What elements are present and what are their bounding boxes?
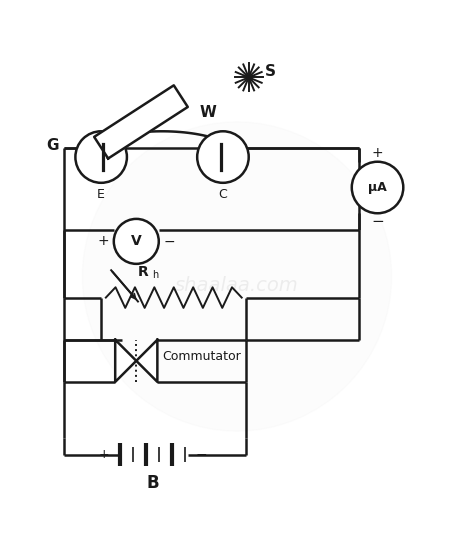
Text: +: + [98,234,109,248]
Text: G: G [46,138,59,153]
Circle shape [197,131,249,183]
Text: +: + [99,448,109,461]
Text: B: B [146,473,159,492]
Text: C: C [219,189,228,201]
Circle shape [114,219,159,264]
Text: S: S [265,64,276,79]
Text: shaalaa.com: shaalaa.com [175,276,299,295]
Polygon shape [137,340,157,382]
Text: −: − [196,447,208,462]
Text: +: + [372,147,383,160]
Text: Commutator: Commutator [162,349,241,363]
Text: h: h [152,270,158,280]
Text: W: W [200,105,217,120]
Text: −: − [163,234,175,248]
Text: V: V [131,234,142,248]
Circle shape [352,161,403,213]
Circle shape [82,122,392,431]
Text: R: R [138,265,149,279]
Text: μA: μA [368,181,387,194]
Text: −: − [371,214,384,229]
Text: E: E [97,189,105,201]
Polygon shape [115,340,137,382]
Circle shape [75,131,127,183]
Polygon shape [94,85,188,159]
